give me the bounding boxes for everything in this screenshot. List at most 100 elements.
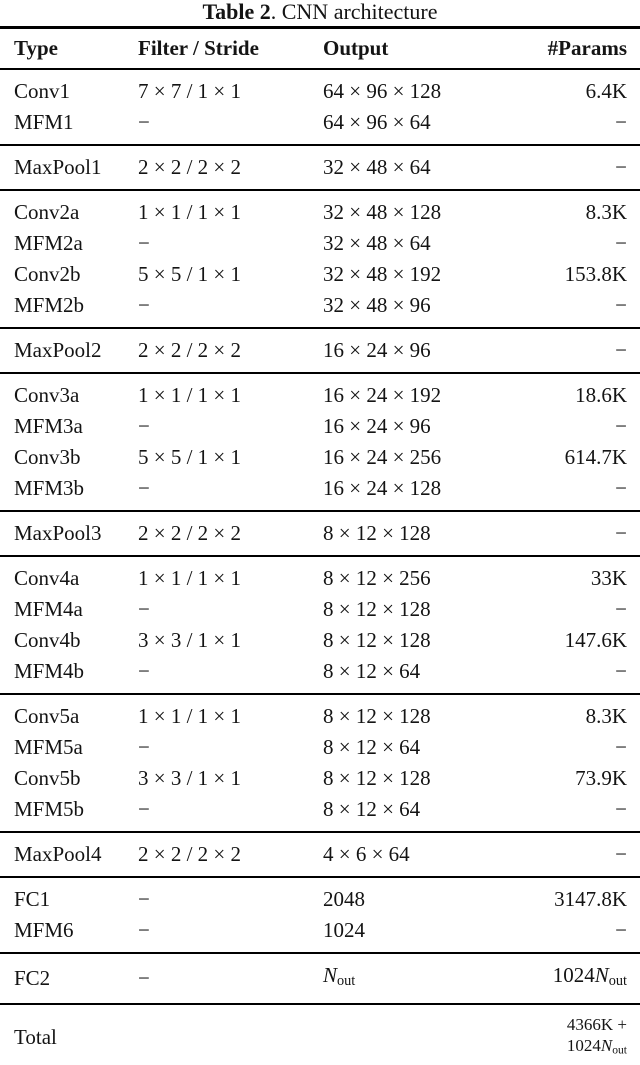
cell-filter: 3 × 3 / 1 × 1	[138, 766, 242, 790]
top-rule	[0, 26, 640, 29]
cell-output: 2048	[323, 887, 365, 911]
cell-filter	[138, 1004, 323, 1065]
cell-output: Nout	[323, 963, 356, 990]
cell-type: Conv3b	[14, 445, 81, 469]
header-params: #Params	[547, 36, 627, 60]
table-header-row: Type Filter / Stride Output #Params	[0, 29, 640, 69]
cell-filter: −	[138, 110, 150, 134]
table-row: Conv3b 5 × 5 / 1 × 1 16 × 24 × 256 614.7K	[0, 442, 640, 473]
cell-type: Conv4b	[14, 628, 81, 652]
cell-output: 16 × 24 × 96	[323, 338, 431, 362]
cell-filter: −	[138, 887, 150, 911]
cell-output: 16 × 24 × 128	[323, 476, 442, 500]
table-section: MaxPool4 2 × 2 / 2 × 2 4 × 6 × 64 −	[0, 832, 640, 877]
cell-filter: 5 × 5 / 1 × 1	[138, 262, 242, 286]
cell-params: −	[615, 735, 627, 759]
table-row: MFM1 − 64 × 96 × 64 −	[0, 107, 640, 145]
cell-output: 16 × 24 × 256	[323, 445, 442, 469]
cell-filter: −	[138, 597, 150, 621]
cell-type: MaxPool4	[14, 842, 102, 866]
cell-filter: −	[138, 735, 150, 759]
header-type: Type	[14, 36, 58, 60]
table-row: MFM5a − 8 × 12 × 64 −	[0, 732, 640, 763]
cell-filter: 1 × 1 / 1 × 1	[138, 200, 242, 224]
cell-filter: 3 × 3 / 1 × 1	[138, 628, 242, 652]
table-row: MFM2a − 32 × 48 × 64 −	[0, 228, 640, 259]
cell-params: −	[615, 110, 627, 134]
table-row: MFM4b − 8 × 12 × 64 −	[0, 656, 640, 694]
cell-params: −	[615, 155, 627, 179]
cell-type: Conv1	[14, 79, 71, 103]
cell-filter: 1 × 1 / 1 × 1	[138, 704, 242, 728]
cell-type: Conv4a	[14, 566, 80, 590]
cell-output	[323, 1004, 519, 1065]
table-row: FC2 − Nout 1024Nout	[0, 953, 640, 1004]
cell-params: 8.3K	[585, 704, 627, 728]
table-row: MaxPool1 2 × 2 / 2 × 2 32 × 48 × 64 −	[0, 145, 640, 190]
cell-output: 16 × 24 × 192	[323, 383, 442, 407]
table-caption-text: . CNN architecture	[270, 0, 438, 24]
cell-output: 8 × 12 × 128	[323, 521, 431, 545]
cell-output: 8 × 12 × 128	[323, 597, 431, 621]
table-row: Conv5a 1 × 1 / 1 × 1 8 × 12 × 128 8.3K	[0, 694, 640, 732]
cell-output: 1024	[323, 918, 365, 942]
cell-filter: −	[138, 659, 150, 683]
table-row: Conv2a 1 × 1 / 1 × 1 32 × 48 × 128 8.3K	[0, 190, 640, 228]
cell-params: −	[615, 476, 627, 500]
header-filter-stride: Filter / Stride	[138, 36, 259, 60]
table-row: Conv2b 5 × 5 / 1 × 1 32 × 48 × 192 153.8K	[0, 259, 640, 290]
cell-output: 32 × 48 × 96	[323, 293, 431, 317]
table-caption-number: Table 2	[202, 0, 271, 24]
cell-params: 8.3K	[585, 200, 627, 224]
cell-output: 32 × 48 × 64	[323, 231, 431, 255]
cell-filter: 1 × 1 / 1 × 1	[138, 566, 242, 590]
table-row: MFM5b − 8 × 12 × 64 −	[0, 794, 640, 832]
cell-filter: 2 × 2 / 2 × 2	[138, 155, 242, 179]
cell-output: 8 × 12 × 128	[323, 766, 431, 790]
cell-params: 614.7K	[564, 445, 627, 469]
cell-filter: −	[138, 966, 150, 991]
cell-output: 8 × 12 × 64	[323, 797, 421, 821]
cell-type: MFM4a	[14, 597, 83, 621]
cell-params: −	[615, 597, 627, 621]
table-section: Conv1 7 × 7 / 1 × 1 64 × 96 × 128 6.4K MFM1 −…	[0, 69, 640, 145]
cell-type: Conv5a	[14, 704, 80, 728]
table-row: Total 4366K +1024Nout	[0, 1004, 640, 1065]
cell-output: 32 × 48 × 64	[323, 155, 431, 179]
cell-filter: −	[138, 414, 150, 438]
cell-params: 73.9K	[575, 766, 627, 790]
cell-type: Conv2b	[14, 262, 81, 286]
cell-filter: −	[138, 476, 150, 500]
table-row: MFM4a − 8 × 12 × 128 −	[0, 594, 640, 625]
cell-params: 3147.8K	[554, 887, 627, 911]
table-row: MFM3b − 16 × 24 × 128 −	[0, 473, 640, 511]
cell-type: Conv2a	[14, 200, 80, 224]
cell-type: Conv5b	[14, 766, 81, 790]
cell-type: MFM2b	[14, 293, 85, 317]
cnn-architecture-table: Type Filter / Stride Output #Params Conv…	[0, 29, 640, 1065]
table-caption: Table 2. CNN architecture	[0, 0, 640, 24]
cell-output: 64 × 96 × 128	[323, 79, 442, 103]
cell-params: −	[615, 338, 627, 362]
cell-type: MFM6	[14, 918, 74, 942]
cell-params: −	[615, 659, 627, 683]
table-row: MFM2b − 32 × 48 × 96 −	[0, 290, 640, 328]
cell-output: 16 × 24 × 96	[323, 414, 431, 438]
cell-type: Conv3a	[14, 383, 80, 407]
table-row: Conv4a 1 × 1 / 1 × 1 8 × 12 × 256 33K	[0, 556, 640, 594]
table-section: Conv2a 1 × 1 / 1 × 1 32 × 48 × 128 8.3K MFM2…	[0, 190, 640, 328]
cell-filter: −	[138, 797, 150, 821]
table-section: FC1 − 2048 3147.8K MFM6 − 1024 −	[0, 877, 640, 953]
cell-params: 33K	[590, 566, 627, 590]
cell-params: −	[615, 414, 627, 438]
cell-filter: 1 × 1 / 1 × 1	[138, 383, 242, 407]
cell-type: MaxPool2	[14, 338, 102, 362]
cell-params: −	[615, 293, 627, 317]
table-section: FC2 − Nout 1024Nout	[0, 953, 640, 1004]
cell-filter: −	[138, 231, 150, 255]
cell-params: 147.6K	[564, 628, 627, 652]
cell-type: MFM4b	[14, 659, 85, 683]
table-row: FC1 − 2048 3147.8K	[0, 877, 640, 915]
table-section: MaxPool2 2 × 2 / 2 × 2 16 × 24 × 96 −	[0, 328, 640, 373]
